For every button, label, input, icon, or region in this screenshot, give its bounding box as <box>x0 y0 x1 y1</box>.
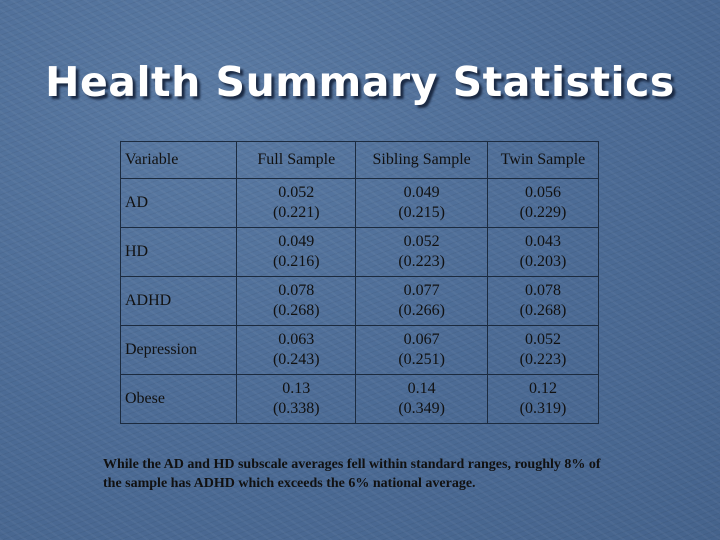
mean-value: 0.052 <box>524 331 561 348</box>
mean-value: 0.078 <box>278 282 315 299</box>
mean-value: 0.052 <box>403 233 440 250</box>
row-label: Depression <box>119 325 238 375</box>
full-sample-cell: 0.13 (0.338) <box>236 374 357 424</box>
sd-value: (0.251) <box>398 351 445 368</box>
full-sample-cell: 0.052 (0.221) <box>236 178 357 228</box>
mean-value: 0.14 <box>407 380 436 397</box>
full-sample-cell: 0.049 (0.216) <box>236 227 357 277</box>
mean-value: 0.077 <box>403 282 440 299</box>
twin-sample-cell: 0.043 (0.203) <box>486 227 600 277</box>
sd-value: (0.229) <box>519 204 567 221</box>
twin-sample-cell: 0.056 (0.229) <box>486 178 600 228</box>
sd-value: (0.243) <box>272 351 320 368</box>
header-twin-sample: Twin Sample <box>486 141 600 179</box>
mean-value: 0.13 <box>282 380 311 397</box>
slide-title: Health Summary Statistics <box>45 58 675 106</box>
sd-value: (0.203) <box>519 253 567 270</box>
full-sample-cell: 0.078 (0.268) <box>236 276 357 326</box>
sd-value: (0.268) <box>519 302 567 319</box>
sd-value: (0.338) <box>272 400 320 417</box>
mean-value: 0.12 <box>528 380 557 397</box>
sd-value: (0.223) <box>398 253 445 270</box>
sd-value: (0.216) <box>272 253 320 270</box>
mean-value: 0.043 <box>524 233 561 250</box>
table-row: ADHD 0.078 (0.268) 0.077 (0.266) 0.078 (0.2… <box>119 276 600 326</box>
sd-value: (0.266) <box>398 302 445 319</box>
table-header-row: Variable Full Sample Sibling Sample Twin… <box>119 141 600 179</box>
mean-value: 0.049 <box>403 184 440 201</box>
sibling-sample-cell: 0.14 (0.349) <box>355 374 488 424</box>
row-label: ADHD <box>119 276 238 326</box>
twin-sample-cell: 0.078 (0.268) <box>486 276 600 326</box>
footer-note: While the AD and HD subscale averages fe… <box>103 457 601 491</box>
sd-value: (0.215) <box>398 204 445 221</box>
sd-value: (0.349) <box>398 400 445 417</box>
mean-value: 0.049 <box>278 233 315 250</box>
summary-statistics-table: Variable Full Sample Sibling Sample Twin… <box>119 141 600 424</box>
mean-value: 0.063 <box>278 331 315 348</box>
header-variable: Variable <box>119 141 238 179</box>
sd-value: (0.221) <box>272 204 320 221</box>
table-row: HD 0.049 (0.216) 0.052 (0.223) 0.043 (0.203… <box>119 227 600 277</box>
mean-value: 0.052 <box>278 184 315 201</box>
table-row: Obese 0.13 (0.338) 0.14 (0.349) 0.12 (0.319… <box>119 374 600 424</box>
sibling-sample-cell: 0.077 (0.266) <box>355 276 488 326</box>
twin-sample-cell: 0.12 (0.319) <box>486 374 600 424</box>
sd-value: (0.268) <box>272 302 320 319</box>
mean-value: 0.056 <box>524 184 561 201</box>
row-label: Obese <box>119 374 238 424</box>
sibling-sample-cell: 0.049 (0.215) <box>355 178 488 228</box>
table-row: Depression 0.063 (0.243) 0.067 (0.251) 0.0… <box>119 325 600 375</box>
sibling-sample-cell: 0.052 (0.223) <box>355 227 488 277</box>
mean-value: 0.078 <box>524 282 561 299</box>
table-row: AD 0.052 (0.221) 0.049 (0.215) 0.056 (0.229… <box>119 178 600 228</box>
full-sample-cell: 0.063 (0.243) <box>236 325 357 375</box>
header-full-sample: Full Sample <box>236 141 357 179</box>
sibling-sample-cell: 0.067 (0.251) <box>355 325 488 375</box>
header-sibling-sample: Sibling Sample <box>355 141 488 179</box>
row-label: HD <box>119 227 238 277</box>
twin-sample-cell: 0.052 (0.223) <box>486 325 600 375</box>
row-label: AD <box>119 178 238 228</box>
mean-value: 0.067 <box>403 331 440 348</box>
sd-value: (0.319) <box>519 400 567 417</box>
sd-value: (0.223) <box>519 351 567 368</box>
